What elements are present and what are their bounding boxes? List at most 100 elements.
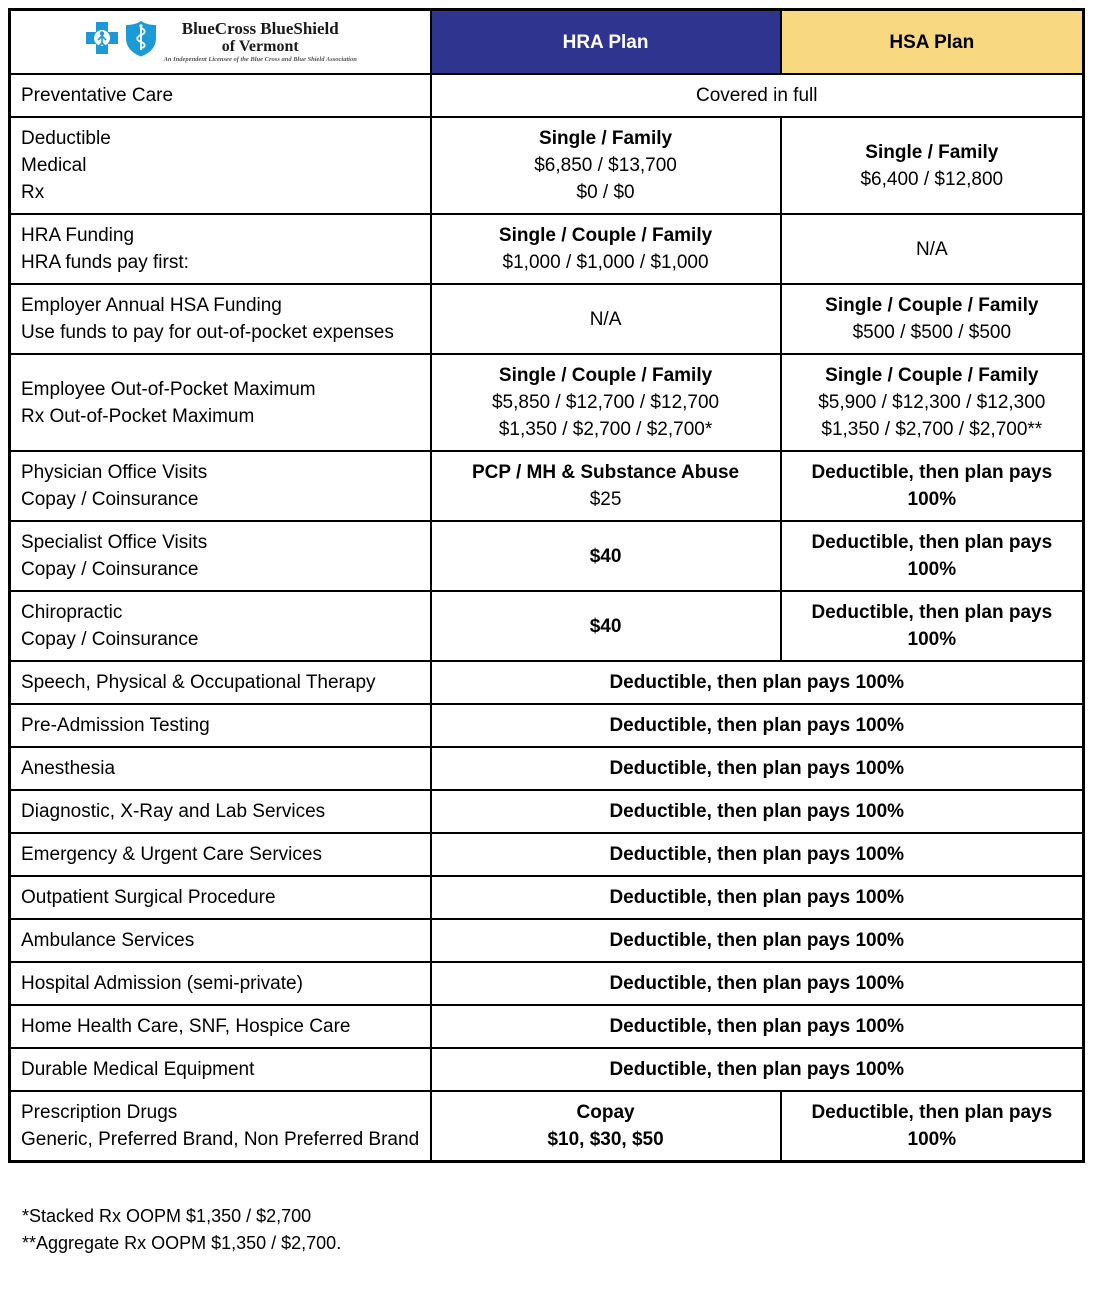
cell-line: Deductible, then plan pays 100% — [811, 602, 1053, 650]
cell-line: Deductible, then plan pays 100% — [609, 973, 905, 994]
logo-cell: BlueCross BlueShield of Vermont An Indep… — [8, 8, 432, 75]
cell-line: Single / Family — [539, 128, 673, 149]
footnote-stacked-rx: *Stacked Rx OOPM $1,350 / $2,700 — [22, 1206, 312, 1226]
row-value-cell: Deductible, then plan pays 100% — [779, 590, 1085, 662]
cell-line: Pre-Admission Testing — [21, 715, 210, 736]
cell-line: $40 — [589, 615, 622, 637]
row-label-cell: Specialist Office Visits Copay / Coinsura… — [8, 520, 432, 592]
logo-name: BlueCross BlueShield — [181, 19, 339, 38]
cell-line: Hospital Admission (semi-private) — [21, 973, 303, 994]
cell-line: Deductible, then plan pays 100% — [811, 1102, 1053, 1150]
cell-line: Single / Couple / Family — [825, 295, 1039, 316]
cell-line: N/A — [589, 308, 622, 330]
cell-line: Chiropractic — [21, 602, 123, 623]
table-row: Home Health Care, SNF, Hospice Care Deduc… — [8, 1004, 1085, 1049]
cell-line: Preventative Care — [21, 85, 174, 106]
cell-line: Use funds to pay for out-of-pocket expen… — [21, 322, 394, 343]
row-label-cell: Diagnostic, X-Ray and Lab Services — [8, 789, 432, 834]
row-label-cell: Durable Medical Equipment — [8, 1047, 432, 1092]
cell-line: $40 — [589, 545, 622, 567]
logo-region: of Vermont — [221, 38, 299, 55]
row-value-cell: Deductible, then plan pays 100% — [779, 1090, 1085, 1163]
row-label-cell: Emergency & Urgent Care Services — [8, 832, 432, 877]
cell-line: Deductible, then plan pays 100% — [609, 844, 905, 865]
logo-tagline: An Independent Licensee of the Blue Cros… — [163, 56, 357, 63]
cell-line: Deductible, then plan pays 100% — [609, 758, 905, 779]
row-value-cell: Single / Couple / Family $500 / $500 / $5… — [779, 283, 1085, 355]
cell-line: $5,850 / $12,700 / $12,700 — [491, 392, 720, 413]
cell-line: Anesthesia — [21, 758, 116, 779]
cell-line: Covered in full — [696, 85, 818, 106]
table-row: HRA Funding HRA funds pay first: Single / … — [8, 213, 1085, 285]
cell-line: Single / Couple / Family — [498, 365, 713, 386]
cell-line: $500 / $500 / $500 — [852, 322, 1012, 343]
cell-line: Single / Family — [865, 141, 999, 163]
table-row: Durable Medical Equipment Deductible, the… — [8, 1047, 1085, 1092]
blue-shield-icon — [125, 20, 157, 65]
cell-line: Durable Medical Equipment — [21, 1059, 255, 1080]
row-label-cell: Pre-Admission Testing — [8, 703, 432, 748]
cell-line: Copay / Coinsurance — [21, 559, 199, 580]
table-row: Preventative Care Covered in full — [8, 73, 1085, 118]
row-value-cell: Copay $10, $30, $50 — [429, 1090, 782, 1163]
cell-line: $1,350 / $2,700 / $2,700* — [498, 419, 713, 440]
hsa-plan-header: HSA Plan — [779, 8, 1085, 75]
cell-line: $1,350 / $2,700 / $2,700** — [821, 419, 1043, 440]
row-value-cell: Deductible, then plan pays 100% — [779, 520, 1085, 592]
row-value-cell: Single / Couple / Family $5,850 / $12,700… — [429, 353, 782, 452]
row-value-cell: N/A — [779, 213, 1085, 285]
cell-line: Deductible, then plan pays 100% — [609, 715, 905, 736]
row-label-cell: Anesthesia — [8, 746, 432, 791]
cell-line: Deductible, then plan pays 100% — [609, 801, 905, 822]
table-row: Prescription Drugs Generic, Preferred Bra… — [8, 1090, 1085, 1163]
row-value-cell: Deductible, then plan pays 100% — [429, 789, 1085, 834]
row-value-cell: Single / Family $6,400 / $12,800 — [779, 116, 1085, 215]
table-row: Pre-Admission Testing Deductible, then pl… — [8, 703, 1085, 748]
table-row: Anesthesia Deductible, then plan pays 100… — [8, 746, 1085, 791]
row-label-cell: Home Health Care, SNF, Hospice Care — [8, 1004, 432, 1049]
row-value-cell: Single / Couple / Family $1,000 / $1,000 … — [429, 213, 782, 285]
cell-line: $25 — [589, 489, 622, 510]
cell-line: $5,900 / $12,300 / $12,300 — [818, 392, 1046, 413]
row-value-cell: Deductible, then plan pays 100% — [429, 703, 1085, 748]
cell-line: Copay / Coinsurance — [21, 629, 199, 650]
row-label-cell: Preventative Care — [8, 73, 432, 118]
row-value-cell: Deductible, then plan pays 100% — [429, 746, 1085, 791]
row-value-cell: Deductible, then plan pays 100% — [429, 875, 1085, 920]
cell-line: $1,000 / $1,000 / $1,000 — [502, 252, 709, 273]
blue-cross-icon — [84, 20, 120, 64]
row-value-cell: Single / Couple / Family $5,900 / $12,300… — [779, 353, 1085, 452]
cell-line: $10, $30, $50 — [547, 1129, 664, 1150]
cell-line: HRA funds pay first: — [21, 252, 189, 273]
table-row: Physician Office Visits Copay / Coinsuran… — [8, 450, 1085, 522]
row-value-cell: Deductible, then plan pays 100% — [429, 1047, 1085, 1092]
row-value-cell: Deductible, then plan pays 100% — [429, 1004, 1085, 1049]
cell-line: Copay — [576, 1102, 635, 1123]
cell-line: Single / Couple / Family — [825, 365, 1039, 386]
cell-line: Deductible, then plan pays 100% — [609, 1059, 905, 1080]
cell-line: Outpatient Surgical Procedure — [21, 887, 276, 908]
cell-line: Copay / Coinsurance — [21, 489, 199, 510]
hra-plan-header: HRA Plan — [429, 8, 782, 75]
cell-line: Deductible, then plan pays 100% — [609, 672, 905, 693]
bcbs-logo: BlueCross BlueShield of Vermont An Indep… — [21, 20, 420, 65]
row-value-cell: $40 — [429, 590, 782, 662]
table-row: Speech, Physical & Occupational Therapy D… — [8, 660, 1085, 705]
row-value-cell: N/A — [429, 283, 782, 355]
row-label-cell: Prescription Drugs Generic, Preferred Bra… — [8, 1090, 432, 1163]
row-value-cell: Covered in full — [429, 73, 1085, 118]
table-row: Chiropractic Copay / Coinsurance $40 Deduct… — [8, 590, 1085, 662]
cell-line: $6,400 / $12,800 — [860, 168, 1004, 190]
cell-line: Deductible, then plan pays 100% — [609, 887, 905, 908]
cell-line: Generic, Preferred Brand, Non Preferred … — [21, 1129, 420, 1150]
cell-line: Physician Office Visits — [21, 462, 208, 483]
row-label-cell: Chiropractic Copay / Coinsurance — [8, 590, 432, 662]
footnote-aggregate-rx: **Aggregate Rx OOPM $1,350 / $2,700. — [22, 1233, 342, 1253]
cell-line: Diagnostic, X-Ray and Lab Services — [21, 801, 326, 822]
cell-line: Single / Couple / Family — [498, 225, 713, 246]
cell-line: N/A — [915, 238, 948, 260]
cell-line: Employee Out-of-Pocket Maximum — [21, 378, 316, 400]
cell-line: Specialist Office Visits — [21, 532, 208, 553]
row-label-cell: Outpatient Surgical Procedure — [8, 875, 432, 920]
